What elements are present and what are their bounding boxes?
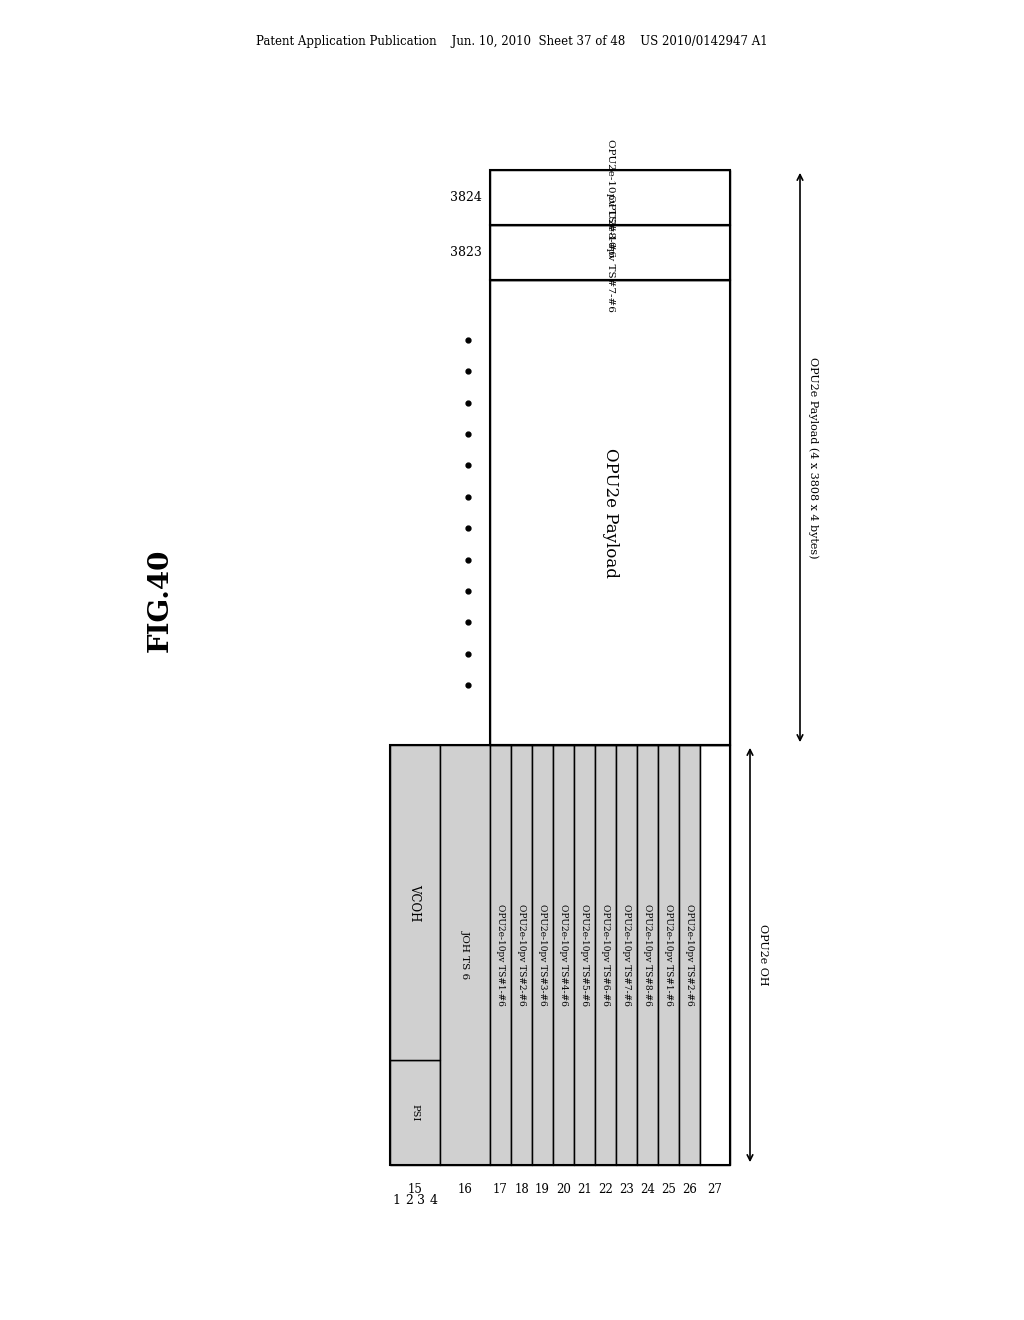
Bar [511,744,532,1166]
Text: 22: 22 [598,1183,613,1196]
Bar [553,744,574,1166]
Text: OPU2e-10pv TS#1-#6: OPU2e-10pv TS#1-#6 [664,904,673,1006]
Text: 16: 16 [458,1183,472,1196]
Text: 3823: 3823 [451,246,482,259]
Text: 26: 26 [682,1183,697,1196]
Bar [490,224,730,280]
Text: OPU2e-10pv TS#2-#6: OPU2e-10pv TS#2-#6 [685,904,694,1006]
Text: 3: 3 [417,1193,425,1206]
Text: OPU2e Payload: OPU2e Payload [601,447,618,577]
Text: 2: 2 [404,1193,413,1206]
Bar [490,224,730,280]
Bar [616,744,637,1166]
Text: 4: 4 [430,1193,437,1206]
Bar [490,744,511,1166]
Bar [390,744,730,1166]
Text: 3824: 3824 [451,191,482,205]
Text: 20: 20 [556,1183,571,1196]
Text: 1: 1 [392,1193,400,1206]
Text: 18: 18 [514,1183,528,1196]
Text: OPU2e-10pv TS#8-#6: OPU2e-10pv TS#8-#6 [605,139,614,256]
Text: VCOH: VCOH [409,884,422,921]
Bar [574,744,595,1166]
Text: 23: 23 [620,1183,634,1196]
Bar [658,744,679,1166]
Text: 15: 15 [408,1183,423,1196]
Text: OPU2e OH: OPU2e OH [758,924,768,986]
Text: OPU2e-10pv TS#2-#6: OPU2e-10pv TS#2-#6 [517,904,526,1006]
Bar [490,280,730,744]
Bar [637,744,658,1166]
Text: Patent Application Publication    Jun. 10, 2010  Sheet 37 of 48    US 2010/01429: Patent Application Publication Jun. 10, … [256,36,768,49]
Bar [490,280,730,744]
Text: OPU2e-10pv TS#7-#6: OPU2e-10pv TS#7-#6 [622,904,631,1006]
Text: FIG.40: FIG.40 [146,548,173,652]
Bar [390,744,440,1060]
Bar [390,1060,440,1166]
Bar [700,744,730,1166]
Bar [490,170,730,224]
Text: OPU2e-10pv TS#1-#6: OPU2e-10pv TS#1-#6 [496,904,505,1006]
Bar [440,744,490,1166]
Bar [532,744,553,1166]
Text: 27: 27 [708,1183,723,1196]
Text: 25: 25 [662,1183,676,1196]
Bar [490,170,730,224]
Text: OPU2e-10pv TS#5-#6: OPU2e-10pv TS#5-#6 [580,904,589,1006]
Text: 24: 24 [640,1183,655,1196]
Bar [595,744,616,1166]
Text: 21: 21 [578,1183,592,1196]
Text: OPU2e-10pv TS#8-#6: OPU2e-10pv TS#8-#6 [643,904,652,1006]
Text: OPU2e-10pv TS#7-#6: OPU2e-10pv TS#7-#6 [605,194,614,312]
Text: OPU2e-10pv TS#6-#6: OPU2e-10pv TS#6-#6 [601,904,610,1006]
Text: 19: 19 [536,1183,550,1196]
Text: OPU2e Payload (4 x 3808 x 4 bytes): OPU2e Payload (4 x 3808 x 4 bytes) [808,356,818,558]
Text: PSI: PSI [411,1104,420,1121]
Bar [679,744,700,1166]
Text: OPU2e-10pv TS#3-#6: OPU2e-10pv TS#3-#6 [538,904,547,1006]
Text: JOH TS 6: JOH TS 6 [461,931,469,979]
Text: OPU2e-10pv TS#4-#6: OPU2e-10pv TS#4-#6 [559,904,568,1006]
Text: 17: 17 [494,1183,508,1196]
